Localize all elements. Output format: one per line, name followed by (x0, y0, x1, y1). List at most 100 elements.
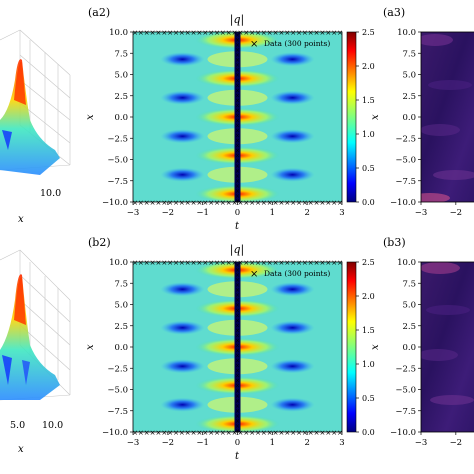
data-point: × (144, 429, 150, 437)
data-point: × (235, 77, 240, 84)
trough-band (270, 320, 315, 335)
data-point: × (185, 29, 191, 37)
trough-band (160, 282, 205, 297)
data-point: × (220, 199, 226, 207)
data-point: × (290, 259, 296, 267)
data-point: × (173, 199, 179, 207)
data-point: × (235, 413, 240, 420)
data-point: × (235, 52, 240, 59)
b2-colorbar (346, 261, 357, 433)
y-tick-label: 5.0 (114, 301, 128, 311)
y-tick-label: 2.5 (402, 322, 416, 332)
center-ridge (234, 32, 241, 202)
colorbar-tick-label: 1.5 (362, 326, 375, 335)
data-point: × (138, 259, 144, 267)
data-point: × (235, 118, 240, 125)
y-tick-label: −7.5 (395, 177, 416, 187)
a3-heatmap (421, 32, 474, 202)
data-point: × (173, 29, 179, 37)
data-point: × (267, 429, 273, 437)
data-point: × (302, 29, 308, 37)
data-point: × (138, 199, 144, 207)
data-point: × (325, 29, 331, 37)
data-point: × (235, 133, 240, 140)
data-point: × (290, 199, 296, 207)
data-point: × (235, 337, 240, 344)
a2-colorbar (346, 31, 357, 203)
data-point: × (235, 148, 240, 155)
data-point: × (235, 312, 240, 319)
data-point: × (132, 259, 138, 267)
data-point: × (249, 429, 255, 437)
data-point: × (226, 429, 232, 437)
x-tick-label: 3 (339, 438, 344, 448)
data-point: × (235, 57, 240, 64)
data-point: × (261, 429, 267, 437)
colorbar-tick-label: 0.5 (362, 394, 375, 403)
b3-panel-label: (b3) (383, 236, 406, 249)
data-point: × (249, 199, 255, 207)
data-point: × (273, 199, 279, 207)
data-point: × (278, 199, 284, 207)
y-tick-label: 2.5 (402, 92, 416, 102)
data-point: × (302, 259, 308, 267)
data-point: × (232, 429, 238, 437)
a3-ylabel: x (370, 114, 381, 120)
data-point: × (208, 199, 214, 207)
data-point: × (202, 259, 208, 267)
data-point: × (267, 199, 273, 207)
data-point: × (235, 353, 240, 360)
data-point: × (235, 262, 240, 269)
data-point: × (235, 47, 240, 54)
data-point: × (232, 259, 238, 267)
data-point: × (314, 199, 320, 207)
y-tick-label: 10.0 (109, 28, 128, 38)
data-point: × (278, 29, 284, 37)
b1-xlabel: x (18, 444, 24, 455)
x-tick-label: 0 (235, 438, 240, 448)
b2-colorbar-ticks: 2.5 2.0 1.5 1.0 0.5 0.0 (356, 258, 375, 437)
data-point: × (331, 429, 337, 437)
data-point: × (235, 123, 240, 130)
x-tick-label: −1 (196, 208, 209, 218)
a2-legend: × Data (300 points) (250, 39, 330, 50)
data-point: × (235, 348, 240, 355)
data-point: × (235, 92, 240, 99)
data-point: × (150, 29, 156, 37)
data-point: × (220, 259, 226, 267)
data-point: × (308, 199, 314, 207)
data-point: × (284, 29, 290, 37)
y-tick-label: −7.5 (107, 177, 128, 187)
data-point: × (235, 378, 240, 385)
panel-a3: (a3) 10.0 7.5 5.0 2.5 0.0 −2.5 −5.0 −7.5 −10.0 −… (370, 6, 474, 218)
data-point: × (179, 259, 185, 267)
b2-legend: × Data (300 points) (250, 269, 330, 280)
data-point: × (220, 429, 226, 437)
data-point: × (167, 259, 173, 267)
data-point: × (150, 199, 156, 207)
x-tick-label: 1 (270, 208, 275, 218)
data-point: × (337, 29, 343, 37)
a2-colorbar-ticks: 2.5 2.0 1.5 1.0 0.5 0.0 (356, 28, 375, 207)
data-point: × (173, 429, 179, 437)
data-point: × (214, 259, 220, 267)
data-point: × (235, 292, 240, 299)
a2-x-ticks: −3 −2 −1 0 1 2 3 (127, 202, 345, 218)
data-point: × (144, 259, 150, 267)
trough-band (270, 129, 315, 144)
a1-xtick: 10.0 (40, 188, 61, 199)
data-point: × (325, 429, 331, 437)
y-tick-label: 0.0 (114, 113, 128, 123)
data-point: × (278, 429, 284, 437)
x-tick-label: 0 (235, 208, 240, 218)
data-point: × (235, 342, 240, 349)
y-tick-label: 10.0 (397, 258, 416, 268)
b3-heatmap (421, 262, 474, 432)
colorbar-tick-label: 2.5 (362, 28, 375, 37)
a2-heatmap (133, 31, 342, 203)
y-tick-label: 10.0 (109, 258, 128, 268)
trough-band (160, 90, 205, 105)
y-tick-label: −2.5 (395, 134, 416, 144)
data-point: × (325, 199, 331, 207)
data-point: × (319, 29, 325, 37)
